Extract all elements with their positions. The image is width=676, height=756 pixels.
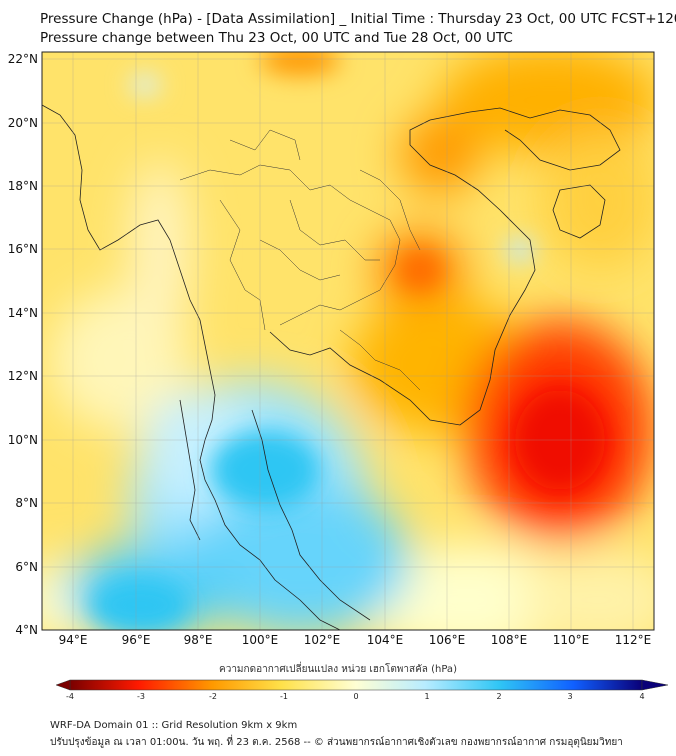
lon-label: 108°E xyxy=(490,633,528,647)
lat-label: 10°N xyxy=(7,433,38,447)
lon-label: 98°E xyxy=(183,633,213,647)
lat-label: 16°N xyxy=(7,242,38,256)
lon-label: 94°E xyxy=(58,633,88,647)
lon-label: 100°E xyxy=(241,633,279,647)
colorbar-tick: -3 xyxy=(137,692,145,701)
map-title: Pressure Change (hPa) - [Data Assimilati… xyxy=(40,11,676,27)
lon-label: 96°E xyxy=(121,633,151,647)
colorbar-tick: 0 xyxy=(353,692,359,701)
colorbar-tick: -4 xyxy=(66,692,74,701)
lat-label: 6°N xyxy=(15,560,38,574)
colorbar-max-arrow xyxy=(641,679,669,691)
colorbar xyxy=(55,679,669,691)
colorbar-tick: 3 xyxy=(567,692,573,701)
lon-label: 112°E xyxy=(614,633,652,647)
lat-label: 22°N xyxy=(7,52,38,66)
lat-label: 4°N xyxy=(15,623,38,637)
footer-credit: ปรับปรุงข้อมูล ณ เวลา 01:00น. วัน พฤ. ที… xyxy=(50,737,623,748)
lon-label: 102°E xyxy=(303,633,341,647)
footer-domain-info: WRF-DA Domain 01 :: Grid Resolution 9km … xyxy=(50,720,298,731)
colorbar-title: ความกดอากาศเปลี่ยนแปลง หน่วย เฮกโตพาสคัล… xyxy=(219,664,457,675)
lat-label: 12°N xyxy=(7,369,38,383)
coastlines xyxy=(42,104,621,630)
map-subtitle: Pressure change between Thu 23 Oct, 00 U… xyxy=(40,30,513,46)
colorbar-tick: 4 xyxy=(639,692,645,701)
lon-label: 104°E xyxy=(366,633,404,647)
map-border xyxy=(41,51,655,631)
lon-label: 110°E xyxy=(552,633,590,647)
colorbar-tick: 2 xyxy=(496,692,502,701)
lat-label: 18°N xyxy=(7,179,38,193)
graticule xyxy=(42,52,654,630)
lat-label: 20°N xyxy=(7,116,38,130)
lat-label: 14°N xyxy=(7,306,38,320)
colorbar-min-arrow xyxy=(55,679,71,691)
colorbar-tick: -1 xyxy=(280,692,288,701)
lat-label: 8°N xyxy=(15,496,38,510)
provincial-borders xyxy=(179,129,421,391)
colorbar-tick: 1 xyxy=(424,692,430,701)
pressure-field xyxy=(42,52,654,630)
lon-label: 106°E xyxy=(428,633,466,647)
colorbar-tick: -2 xyxy=(209,692,217,701)
